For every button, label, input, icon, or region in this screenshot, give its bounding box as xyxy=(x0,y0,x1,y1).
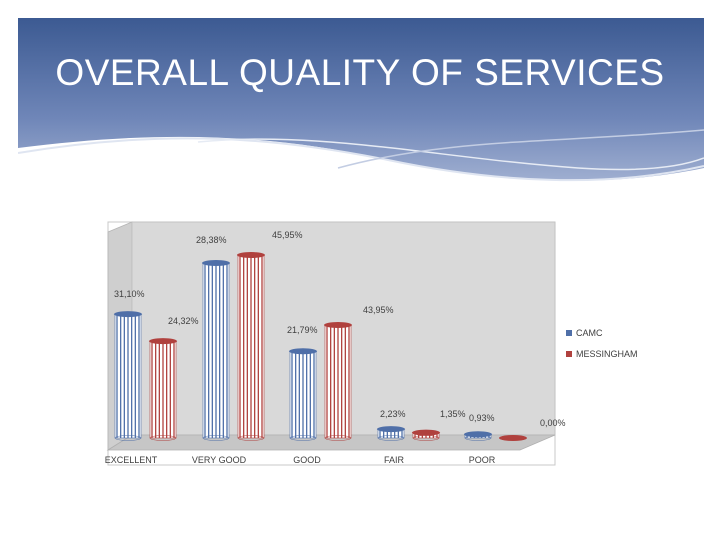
legend-entry: MESSINGHAM xyxy=(576,349,638,359)
bar-messingham-excellent xyxy=(149,338,177,441)
category-labels: EXCELLENT VERY GOOD GOOD FAIR POOR xyxy=(105,455,496,465)
slide-title: OVERALL QUALITY OF SERVICES xyxy=(55,52,665,93)
category-label: FAIR xyxy=(384,455,405,465)
bar-messingham-fair xyxy=(412,429,440,441)
bar-camc-poor xyxy=(464,431,492,441)
title-banner xyxy=(18,18,704,200)
data-label: 31,10% xyxy=(114,289,145,299)
category-label: GOOD xyxy=(293,455,321,465)
bar-messingham-very-good xyxy=(237,252,265,441)
bar-camc-very-good xyxy=(202,259,230,441)
bar-camc-excellent xyxy=(114,311,142,441)
data-label: 1,35% xyxy=(440,409,466,419)
data-label: 21,79% xyxy=(287,325,318,335)
legend-swatch xyxy=(566,330,572,336)
bar-camc-fair xyxy=(377,426,405,441)
data-labels: 31,10% 43,95% 21,79% 2,23% 0,93% 24,32% 45,95%… xyxy=(114,230,566,428)
category-label: POOR xyxy=(469,455,496,465)
legend-swatch xyxy=(566,351,572,357)
data-label: 28,38% xyxy=(196,235,227,245)
legend: CAMC MESSINGHAM xyxy=(566,328,638,359)
data-label: 2,23% xyxy=(380,409,406,419)
data-label: 0,00% xyxy=(540,418,566,428)
bars xyxy=(114,252,527,441)
bar-camc-good xyxy=(289,348,317,441)
data-label: 0,93% xyxy=(469,413,495,423)
data-label: 43,95% xyxy=(363,305,394,315)
data-label: 24,32% xyxy=(168,316,199,326)
legend-entry: CAMC xyxy=(576,328,603,338)
category-label: VERY GOOD xyxy=(192,455,247,465)
category-label: EXCELLENT xyxy=(105,455,158,465)
bar-messingham-poor xyxy=(499,435,527,441)
data-label: 45,95% xyxy=(272,230,303,240)
bar-messingham-good xyxy=(324,321,352,441)
